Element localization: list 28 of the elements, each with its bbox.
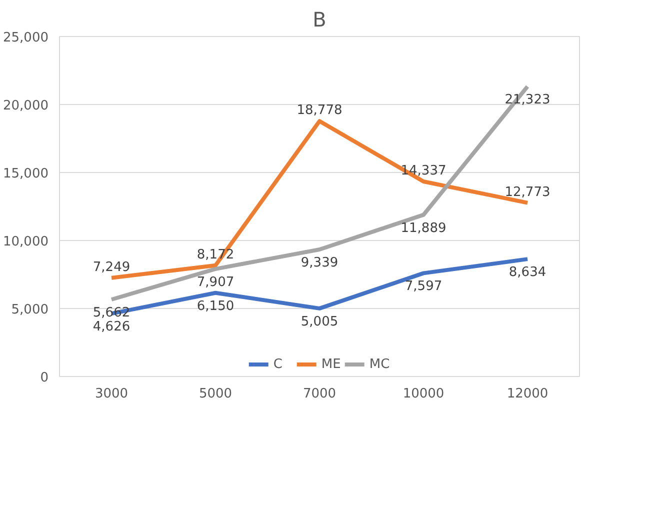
data-label: 18,778 — [296, 103, 342, 118]
y-tick-label: 5,000 — [11, 302, 48, 318]
legend-label: MC — [369, 356, 390, 372]
x-tick-label: 7000 — [302, 386, 336, 402]
data-label: 7,597 — [404, 279, 442, 294]
x-tick-label: 10000 — [402, 386, 444, 402]
data-label: 4,626 — [92, 320, 130, 335]
y-tick-label: 0 — [40, 370, 49, 386]
x-tick-label: 3000 — [94, 386, 128, 402]
chart-title: B — [312, 8, 326, 32]
y-tick-label: 20,000 — [3, 98, 49, 114]
x-tick-label: 12000 — [506, 386, 548, 402]
x-tick-label: 5000 — [198, 386, 232, 402]
data-label: 5,005 — [300, 314, 338, 330]
y-tick-label: 15,000 — [3, 166, 49, 182]
data-label: 9,339 — [300, 255, 338, 270]
legend-label: C — [273, 356, 284, 372]
data-label: 8,634 — [508, 265, 546, 280]
y-tick-label: 25,000 — [3, 30, 49, 46]
data-label: 21,323 — [504, 92, 550, 108]
data-label: 6,150 — [196, 298, 234, 314]
y-tick-label: 10,000 — [3, 234, 49, 250]
data-label: 7,907 — [196, 274, 234, 290]
legend-label: ME — [321, 356, 342, 372]
data-label: 5,662 — [92, 305, 130, 320]
data-label: 12,773 — [504, 184, 550, 200]
data-label: 7,249 — [92, 260, 130, 275]
data-label: 11,889 — [400, 220, 446, 236]
